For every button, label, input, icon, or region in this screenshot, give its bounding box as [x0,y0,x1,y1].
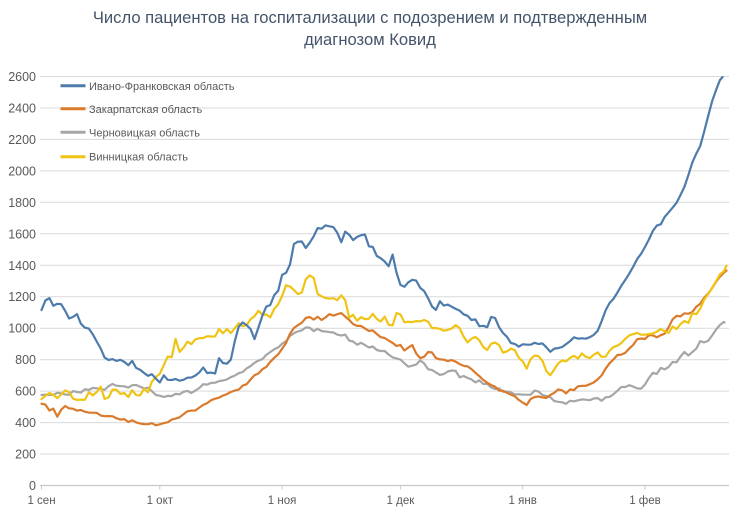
svg-text:Винницкая область: Винницкая область [89,152,188,164]
svg-text:600: 600 [15,385,36,399]
svg-text:1 окт: 1 окт [147,495,174,507]
svg-text:1 ноя: 1 ноя [268,495,297,507]
svg-text:1600: 1600 [8,227,36,241]
svg-text:200: 200 [15,448,36,462]
svg-text:Черновицкая область: Черновицкая область [89,127,200,139]
svg-text:1000: 1000 [8,322,36,336]
svg-text:800: 800 [15,353,36,367]
svg-text:1800: 1800 [8,196,36,210]
svg-text:400: 400 [15,416,36,430]
svg-text:2400: 2400 [8,102,36,116]
svg-text:2000: 2000 [8,164,36,178]
svg-text:Ивано-Франковская область: Ивано-Франковская область [89,81,235,93]
svg-text:2200: 2200 [8,133,36,147]
svg-text:1200: 1200 [8,290,36,304]
svg-text:1 фев: 1 фев [629,495,661,507]
svg-text:1400: 1400 [8,259,36,273]
svg-text:1 янв: 1 янв [509,495,537,507]
svg-text:1 дек: 1 дек [387,495,416,507]
svg-text:0: 0 [29,479,36,493]
svg-text:1 сен: 1 сен [27,495,55,507]
svg-text:2600: 2600 [8,70,36,84]
svg-text:Закарпатская область: Закарпатская область [89,104,202,116]
